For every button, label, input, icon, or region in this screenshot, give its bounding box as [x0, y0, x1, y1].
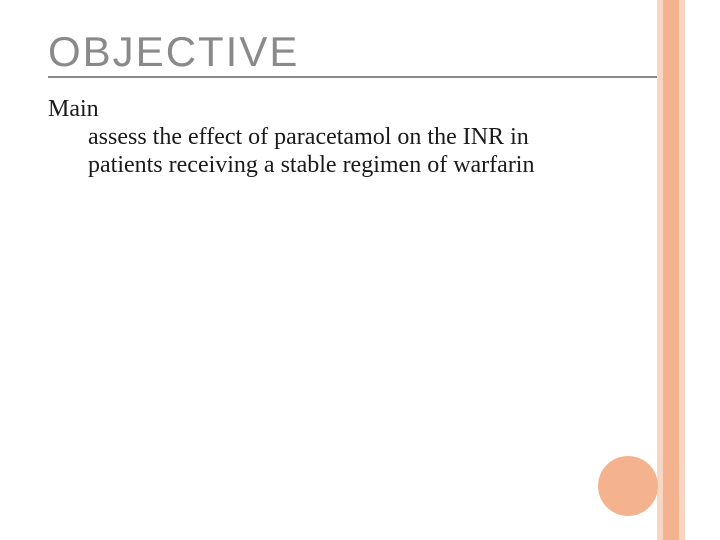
objective-body-text: assess the effect of paracetamol on the …	[48, 123, 578, 180]
slide-container: OBJECTIVE Main assess the effect of para…	[0, 0, 720, 540]
slide-title: OBJECTIVE	[48, 28, 672, 78]
decorative-stripe-inner	[663, 0, 679, 540]
slide-body: Main assess the effect of paracetamol on…	[48, 96, 672, 180]
decorative-circle	[598, 456, 658, 516]
objective-label: Main	[48, 96, 672, 123]
